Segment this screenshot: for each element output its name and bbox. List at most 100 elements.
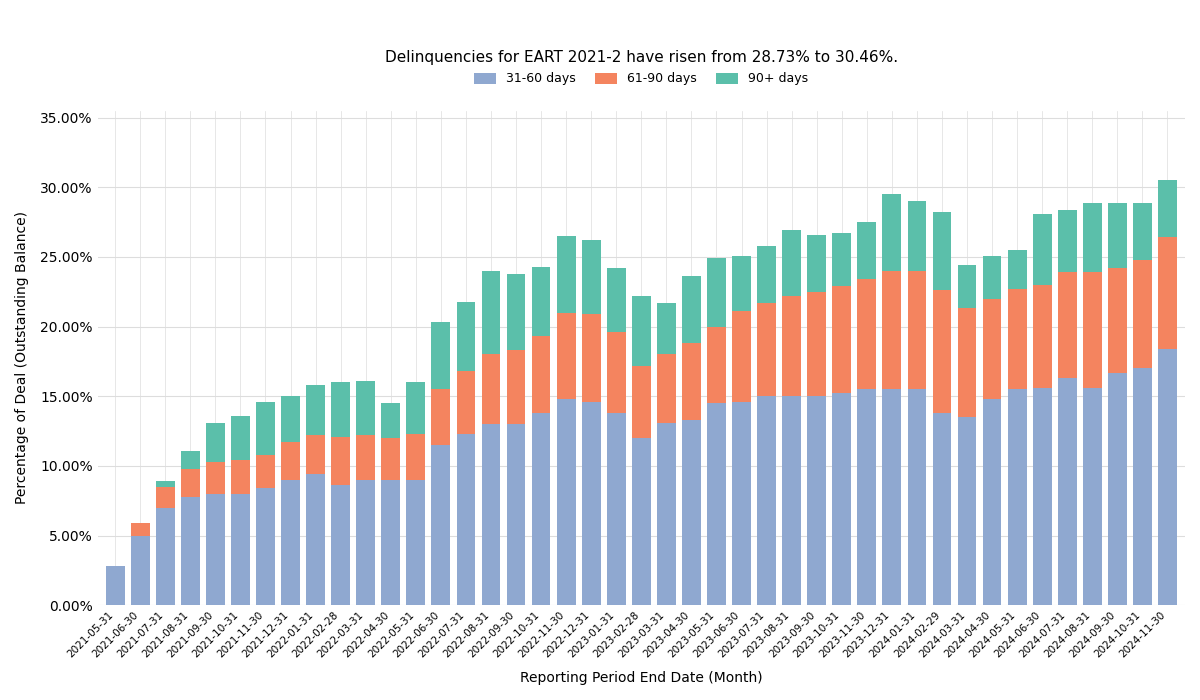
Bar (331, 437, 350, 485)
Bar (607, 332, 625, 413)
Bar (1108, 202, 1127, 268)
Bar (232, 416, 250, 461)
Bar (106, 566, 125, 606)
Bar (983, 256, 1002, 299)
Bar (131, 536, 150, 606)
Bar (206, 423, 224, 462)
Bar (932, 413, 952, 606)
Bar (958, 265, 977, 309)
Bar (331, 382, 350, 437)
Bar (656, 354, 676, 423)
Bar (532, 267, 551, 336)
Bar (306, 385, 325, 435)
Bar (256, 488, 275, 606)
Bar (1058, 378, 1076, 606)
Bar (181, 469, 199, 496)
Bar (833, 233, 851, 286)
Bar (656, 303, 676, 354)
Bar (506, 274, 526, 350)
Bar (882, 194, 901, 271)
Bar (506, 424, 526, 606)
Bar (1008, 289, 1026, 389)
Bar (808, 234, 826, 292)
Bar (882, 271, 901, 389)
Bar (532, 336, 551, 413)
Bar (607, 413, 625, 606)
Bar (1082, 202, 1102, 272)
Bar (557, 236, 576, 313)
Bar (181, 451, 199, 469)
Bar (1033, 388, 1051, 606)
Bar (281, 480, 300, 606)
Bar (907, 201, 926, 271)
Bar (1082, 388, 1102, 606)
Bar (407, 382, 425, 434)
Bar (808, 292, 826, 396)
Bar (632, 438, 650, 606)
Bar (732, 256, 751, 312)
Bar (1133, 368, 1152, 606)
Bar (833, 286, 851, 393)
Bar (481, 354, 500, 424)
Bar (632, 365, 650, 438)
Bar (481, 424, 500, 606)
Y-axis label: Percentage of Deal (Outstanding Balance): Percentage of Deal (Outstanding Balance) (14, 211, 29, 505)
Bar (757, 396, 776, 606)
Bar (782, 296, 802, 396)
Bar (506, 350, 526, 424)
Bar (1158, 237, 1177, 349)
Bar (882, 389, 901, 606)
Bar (456, 302, 475, 371)
Bar (156, 486, 175, 507)
Bar (682, 343, 701, 420)
Legend: 31-60 days, 61-90 days, 90+ days: 31-60 days, 61-90 days, 90+ days (469, 67, 814, 90)
Bar (432, 389, 450, 445)
Bar (1033, 285, 1051, 388)
Bar (456, 371, 475, 434)
Bar (782, 396, 802, 606)
Bar (281, 442, 300, 480)
Bar (382, 403, 400, 438)
Bar (808, 396, 826, 606)
Bar (732, 402, 751, 606)
X-axis label: Reporting Period End Date (Month): Reporting Period End Date (Month) (520, 671, 763, 685)
Bar (256, 455, 275, 488)
Bar (331, 485, 350, 606)
Bar (983, 299, 1002, 399)
Bar (256, 402, 275, 455)
Bar (382, 480, 400, 606)
Bar (456, 434, 475, 606)
Bar (557, 399, 576, 606)
Bar (356, 381, 376, 435)
Bar (732, 312, 751, 402)
Bar (907, 389, 926, 606)
Bar (1058, 209, 1076, 272)
Bar (432, 323, 450, 389)
Bar (632, 296, 650, 365)
Bar (156, 508, 175, 606)
Bar (206, 494, 224, 606)
Bar (407, 480, 425, 606)
Bar (656, 423, 676, 606)
Bar (532, 413, 551, 606)
Bar (1133, 202, 1152, 260)
Bar (958, 309, 977, 417)
Bar (707, 327, 726, 403)
Bar (1158, 349, 1177, 606)
Bar (232, 494, 250, 606)
Bar (607, 268, 625, 332)
Bar (481, 271, 500, 354)
Bar (582, 402, 600, 606)
Bar (782, 230, 802, 296)
Bar (907, 271, 926, 389)
Bar (582, 314, 600, 402)
Bar (232, 461, 250, 494)
Bar (1133, 260, 1152, 368)
Bar (1033, 214, 1051, 285)
Bar (407, 434, 425, 480)
Bar (432, 445, 450, 606)
Bar (858, 222, 876, 279)
Bar (932, 212, 952, 290)
Bar (356, 435, 376, 480)
Bar (983, 399, 1002, 606)
